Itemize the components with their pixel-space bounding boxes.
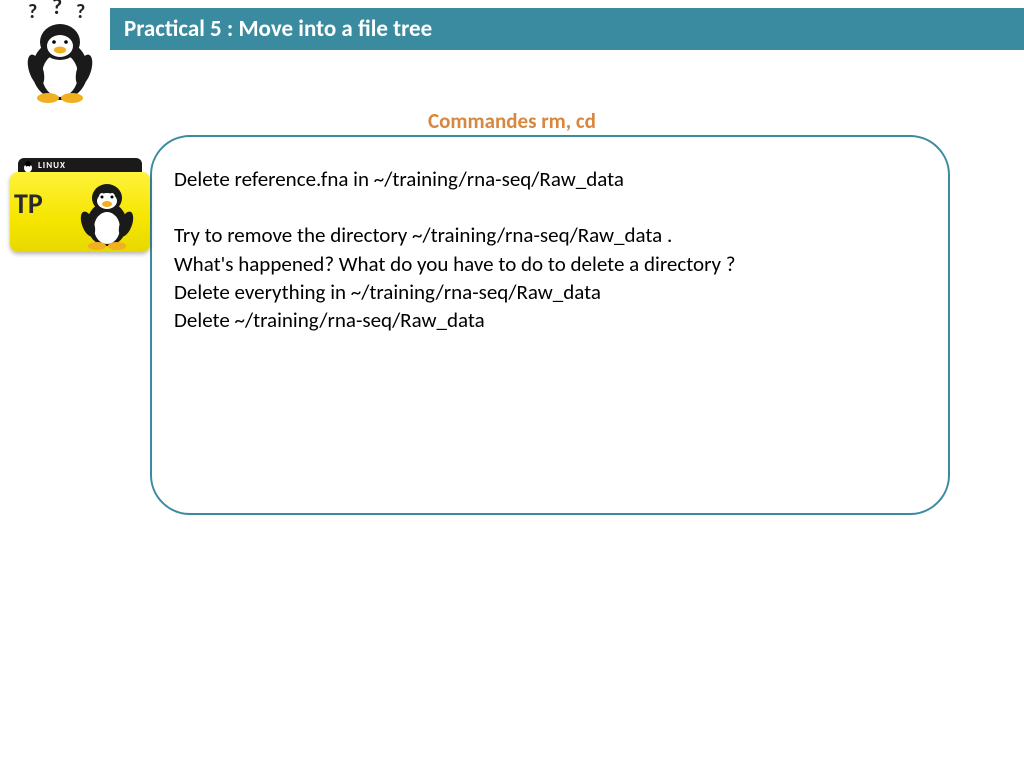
subtitle: Commandes rm, cd (0, 108, 1024, 134)
content-text: Delete reference.fna in ~/training/rna-s… (174, 165, 926, 335)
instruction-line: Try to remove the directory ~/training/r… (174, 221, 926, 249)
folder-tux-icon (74, 176, 140, 250)
penguin-mascot-icon: ? ? ? (10, 0, 110, 105)
page-title: Practical 5 : Move into a file tree (124, 15, 432, 43)
content-panel: Delete reference.fna in ~/training/rna-s… (150, 135, 950, 515)
svg-text:?: ? (52, 0, 62, 20)
instruction-line: Delete everything in ~/training/rna-seq/… (174, 278, 926, 306)
folder-label: TP (14, 186, 43, 221)
instruction-line: What's happened? What do you have to do … (174, 250, 926, 278)
header-bar: Practical 5 : Move into a file tree (110, 8, 1024, 50)
svg-text:?: ? (28, 0, 37, 24)
svg-text:?: ? (76, 0, 85, 24)
folder-tab-label: LINUX (38, 160, 66, 171)
instruction-line: Delete reference.fna in ~/training/rna-s… (174, 165, 926, 193)
instruction-line: Delete ~/training/rna-seq/Raw_data (174, 306, 926, 334)
folder-tab-tux-icon (22, 159, 34, 173)
tp-folder-icon: LINUX TP (10, 158, 150, 258)
